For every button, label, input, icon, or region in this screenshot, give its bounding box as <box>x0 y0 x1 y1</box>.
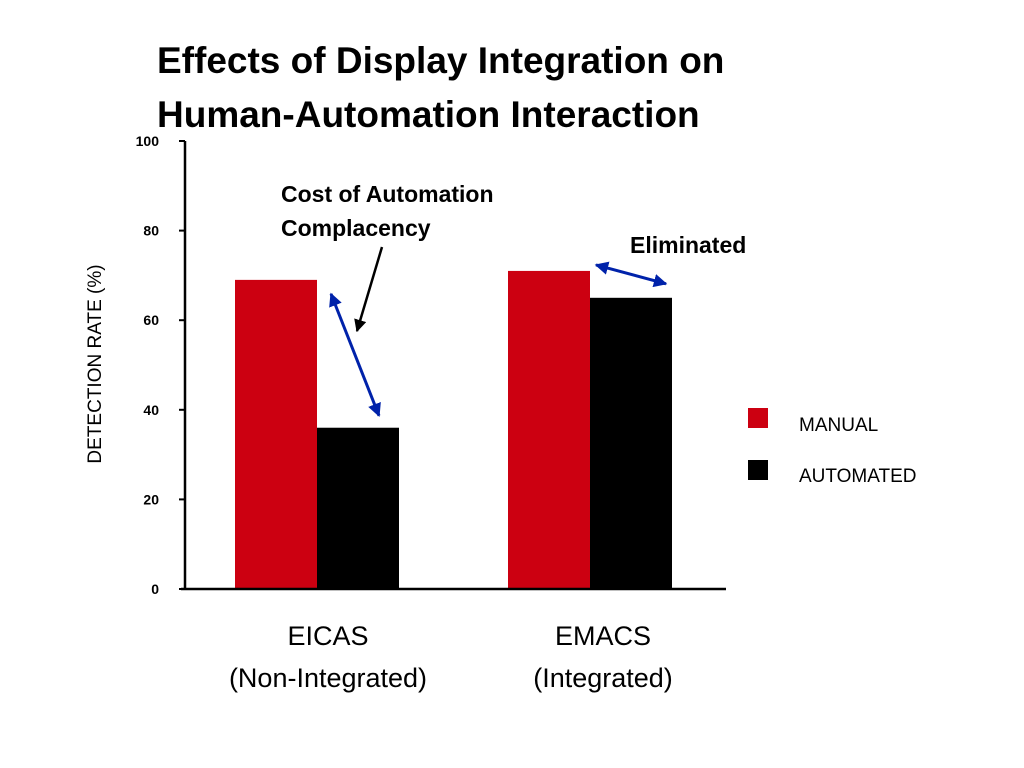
complacency-pointer-arrow <box>354 246 384 333</box>
category-sublabel-eicas: (Non-Integrated) <box>229 663 427 693</box>
legend-swatch-automated <box>748 460 768 480</box>
y-tick-label-0: 0 <box>151 581 159 597</box>
category-label-eicas: EICAS <box>287 621 368 651</box>
legend-swatch-manual <box>748 408 768 428</box>
annotation-complacency-line-2: Complacency <box>281 215 431 241</box>
y-tick-label-80: 80 <box>143 223 159 239</box>
category-sublabel-emacs: (Integrated) <box>533 663 673 693</box>
y-axis-ticks: 0 20 40 60 80 100 <box>136 133 185 597</box>
legend-label-manual: MANUAL <box>799 415 878 436</box>
y-tick-label-100: 100 <box>136 133 160 149</box>
legend-label-automated: AUTOMATED <box>799 466 917 487</box>
bar-emacs-manual <box>508 270 590 589</box>
bar-eicas-manual <box>235 279 317 589</box>
y-tick-label-60: 60 <box>143 312 159 328</box>
gap-arrow-emacs <box>594 261 668 288</box>
y-tick-label-40: 40 <box>143 402 159 418</box>
y-tick-label-20: 20 <box>143 491 159 507</box>
gap-arrow-eicas <box>329 292 381 417</box>
bars <box>235 270 672 589</box>
annotation-eliminated: Eliminated <box>630 232 746 258</box>
chart-title-line-1: Effects of Display Integration on <box>157 40 725 81</box>
bar-emacs-automated <box>590 297 672 589</box>
chart-title-line-2: Human-Automation Interaction <box>157 94 700 135</box>
annotation-complacency-line-1: Cost of Automation <box>281 181 494 207</box>
bar-eicas-automated <box>317 427 399 589</box>
category-label-emacs: EMACS <box>555 621 651 651</box>
y-axis-label: DETECTION RATE (%) <box>85 264 106 463</box>
